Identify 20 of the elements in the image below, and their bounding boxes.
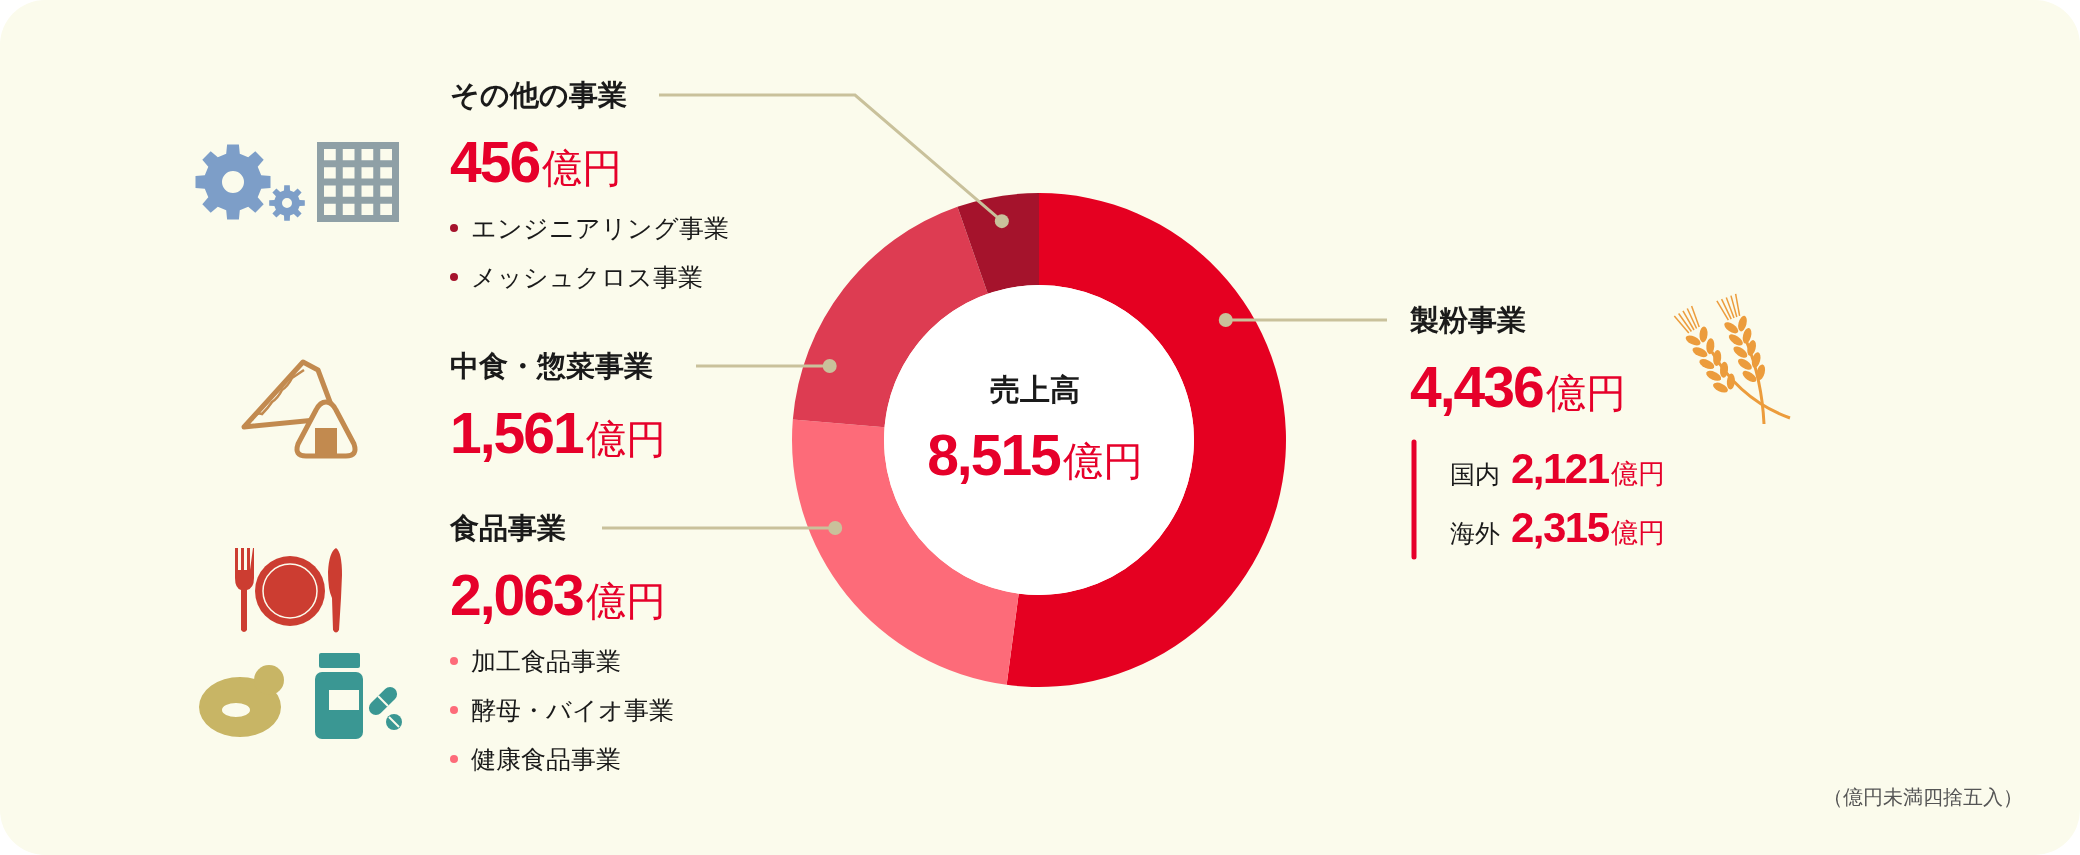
- data-label: 456億円: [450, 130, 623, 194]
- text: 8,515億円: [927, 423, 1143, 487]
- slice-label: 製粉事業: [1409, 304, 1526, 336]
- text: （億円未満四捨五入）: [1823, 786, 2023, 808]
- text: 国内 2,121億円: [1450, 445, 1665, 492]
- text: 売上高: [990, 372, 1080, 406]
- donut-slice: [792, 206, 988, 428]
- text: 酵母・バイオ事業: [471, 696, 674, 724]
- data-label: 4,436億円: [1410, 355, 1626, 419]
- data-label: 2,063億円: [450, 563, 666, 627]
- text: エンジニアリング事業: [471, 214, 729, 242]
- donut-slice: [957, 193, 1039, 294]
- text: メッシュクロス事業: [471, 263, 703, 291]
- data-label: 1,561億円: [450, 401, 666, 465]
- text: 海外 2,315億円: [1450, 504, 1665, 551]
- slice-label: 中食・惣菜事業: [450, 350, 653, 382]
- slice-label: その他の事業: [450, 79, 627, 111]
- text: 健康食品事業: [471, 745, 621, 773]
- text: 加工食品事業: [471, 647, 621, 675]
- slice-label: 食品事業: [449, 512, 566, 544]
